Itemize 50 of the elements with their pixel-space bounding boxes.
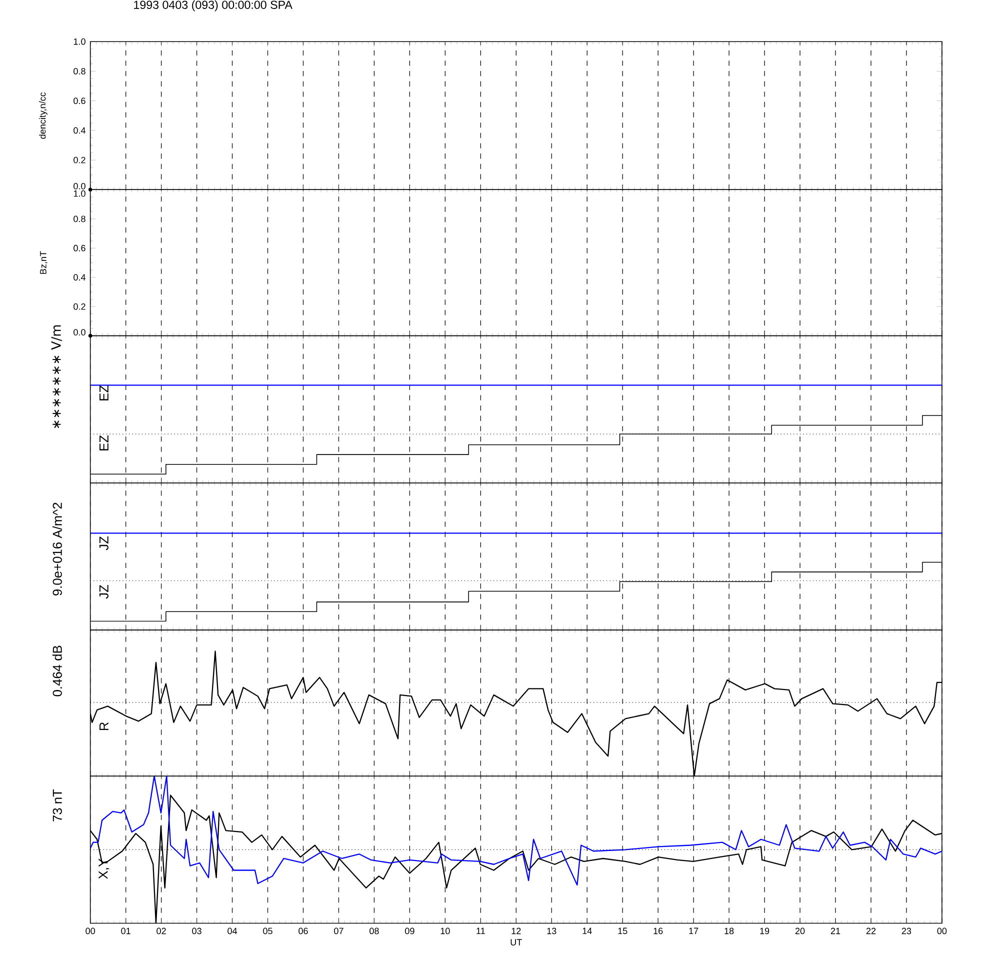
y-tick-label: 0.2 bbox=[74, 304, 86, 310]
x-tick-label: 15 bbox=[618, 928, 628, 934]
y-tick-label: 0.4 bbox=[74, 274, 86, 281]
y-tick-label: 0.8 bbox=[74, 68, 86, 75]
x-tick-label: 20 bbox=[795, 928, 805, 934]
x-tick-label: 21 bbox=[830, 928, 840, 934]
y-axis-title: ∗∗∗∗∗∗∗ V/m bbox=[51, 325, 62, 428]
y-tick-label: 0.0 bbox=[74, 183, 86, 190]
annotation: EZ bbox=[100, 385, 108, 400]
x-tick-label: 01 bbox=[121, 928, 130, 934]
y-axis-title: dencity,n/cc bbox=[39, 92, 48, 139]
annotation: EZ bbox=[100, 435, 108, 450]
y-axis-title: 9.0e+016 A/m^2 bbox=[52, 502, 62, 596]
x-tick-label: 04 bbox=[228, 928, 238, 934]
x-tick-label: 14 bbox=[582, 928, 592, 934]
x-tick-label: 11 bbox=[476, 928, 485, 934]
chart-title: 1993 0403 (093) 00:00:00 SPA bbox=[134, 0, 292, 12]
x-tick-label: 00 bbox=[86, 928, 95, 934]
annotation: R bbox=[100, 722, 108, 730]
y-tick-label: 0.4 bbox=[74, 127, 86, 134]
x-tick-label: 13 bbox=[547, 928, 556, 934]
y-axis-title: Bz,nT bbox=[40, 251, 48, 274]
x-tick-label: 02 bbox=[156, 928, 166, 934]
y-tick-label: 0.0 bbox=[74, 329, 86, 336]
x-tick-label: 18 bbox=[724, 928, 734, 934]
x-tick-label: 00 bbox=[937, 928, 947, 934]
x-tick-label: 12 bbox=[512, 928, 521, 934]
x-tick-label: 05 bbox=[263, 928, 272, 934]
x-tick-label: 08 bbox=[370, 928, 379, 934]
x-tick-label: 06 bbox=[298, 928, 308, 934]
annotation: JZ bbox=[99, 585, 108, 599]
x-tick-label: 07 bbox=[334, 928, 344, 934]
x-tick-label: 23 bbox=[902, 928, 912, 934]
y-tick-label: 1.0 bbox=[74, 190, 86, 197]
x-tick-label: 09 bbox=[405, 928, 414, 934]
y-tick-label: 1.0 bbox=[74, 38, 86, 45]
x-tick-label: 03 bbox=[192, 928, 202, 934]
x-tick-label: 10 bbox=[440, 928, 450, 934]
annotation: JZ bbox=[99, 536, 108, 550]
y-axis-title: 0.464 dB bbox=[52, 646, 62, 696]
x-tick-label: 22 bbox=[866, 928, 876, 934]
y-tick-label: 0.2 bbox=[74, 156, 86, 164]
y-tick-label: 0.6 bbox=[74, 98, 86, 104]
x-axis-title: UT bbox=[510, 939, 522, 946]
y-tick-label: 0.6 bbox=[74, 245, 86, 252]
y-axis-title: 73 nT bbox=[52, 789, 62, 822]
x-tick-label: 16 bbox=[654, 928, 663, 934]
x-tick-label: 17 bbox=[689, 928, 698, 934]
y-tick-label: 0.8 bbox=[74, 216, 86, 222]
x-tick-label: 19 bbox=[760, 928, 770, 934]
